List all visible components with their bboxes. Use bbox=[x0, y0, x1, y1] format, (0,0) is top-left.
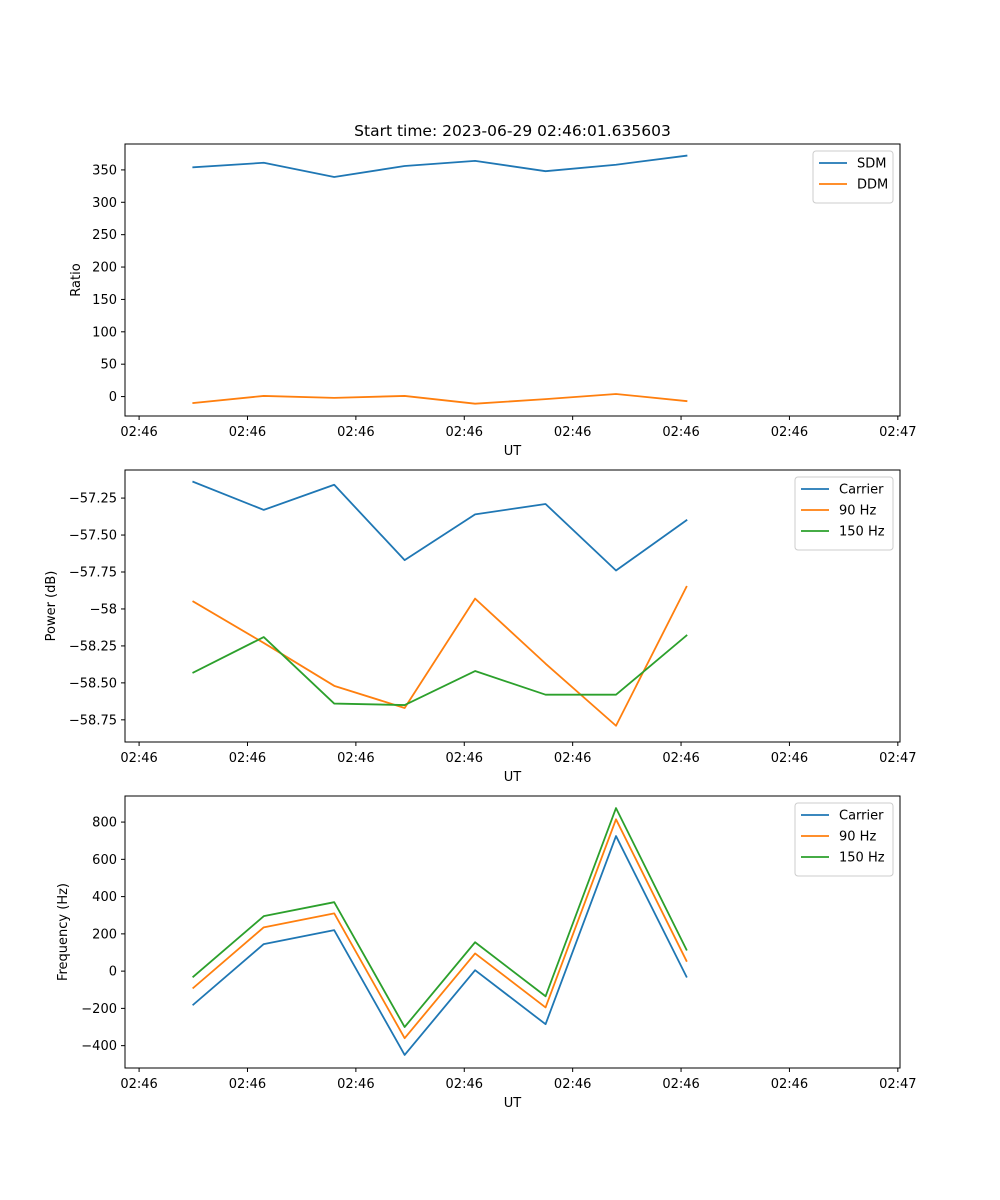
x-tick-label: 02:46 bbox=[662, 1077, 699, 1092]
x-tick-label: 02:46 bbox=[337, 751, 374, 766]
y-tick-label: 200 bbox=[92, 927, 117, 942]
y-tick-label: −58.75 bbox=[69, 713, 117, 728]
series-line-sdm bbox=[192, 154, 688, 178]
x-tick-label: 02:46 bbox=[337, 425, 374, 440]
x-tick-label: 02:46 bbox=[554, 751, 591, 766]
legend: Carrier 90 Hz 150 Hz bbox=[794, 802, 894, 877]
x-tick-label: 02:46 bbox=[662, 425, 699, 440]
x-tick-label: 02:46 bbox=[662, 751, 699, 766]
y-tick-label: 300 bbox=[92, 196, 117, 211]
legend-label: SDM bbox=[857, 157, 886, 172]
x-tick-label: 02:46 bbox=[446, 1077, 483, 1092]
x-tick-label: 02:46 bbox=[446, 751, 483, 766]
y-tick-label: 800 bbox=[92, 816, 117, 831]
x-tick-label: 02:46 bbox=[771, 425, 808, 440]
x-tick-label: 02:47 bbox=[879, 1077, 916, 1092]
x-tick-label: 02:46 bbox=[120, 425, 157, 440]
x-tick-label: 02:46 bbox=[771, 1077, 808, 1092]
figure-title: Start time: 2023-06-29 02:46:01.635603 bbox=[354, 122, 671, 140]
y-tick-label: −58 bbox=[90, 602, 117, 617]
x-tick-label: 02:46 bbox=[554, 425, 591, 440]
y-tick-label: 400 bbox=[92, 890, 117, 905]
y-tick-label: 350 bbox=[92, 163, 117, 178]
x-tick-label: 02:46 bbox=[554, 1077, 591, 1092]
y-tick-label: −400 bbox=[81, 1039, 117, 1054]
x-tick-label: 02:46 bbox=[120, 1077, 157, 1092]
legend: SDM DDM bbox=[812, 150, 894, 204]
y-axis-label: Frequency (Hz) bbox=[56, 883, 71, 981]
series-line-carrier bbox=[192, 480, 688, 572]
x-tick-label: 02:47 bbox=[879, 751, 916, 766]
series-line-150-hz bbox=[192, 634, 688, 706]
subplot-3: 02:46 02:46 02:46 02:46 02:46 02:46 02:46 02:47… bbox=[56, 795, 917, 1111]
y-tick-label: −58.25 bbox=[69, 639, 117, 654]
y-tick-label: −200 bbox=[81, 1002, 117, 1017]
legend-label: Carrier bbox=[839, 483, 884, 498]
subplots: 02:46 02:46 02:46 02:46 02:46 02:46 02:46 02:47… bbox=[44, 143, 917, 1111]
x-tick-label: 02:46 bbox=[229, 1077, 266, 1092]
y-tick-label: 0 bbox=[109, 390, 117, 405]
legend-box bbox=[812, 150, 894, 204]
series-line-ddm bbox=[192, 393, 688, 405]
y-tick-label: 200 bbox=[92, 261, 117, 276]
y-tick-label: 250 bbox=[92, 228, 117, 243]
x-tick-label: 02:46 bbox=[229, 425, 266, 440]
subplot-1: 02:46 02:46 02:46 02:46 02:46 02:46 02:46 02:47… bbox=[69, 143, 917, 459]
y-tick-label: 600 bbox=[92, 853, 117, 868]
axes-frame bbox=[124, 469, 901, 743]
x-axis-label: UT bbox=[504, 1096, 522, 1111]
subplot-2: 02:46 02:46 02:46 02:46 02:46 02:46 02:46 02:47… bbox=[44, 469, 917, 785]
x-axis-label: UT bbox=[504, 770, 522, 785]
x-tick-label: 02:46 bbox=[120, 751, 157, 766]
series-line-90-hz bbox=[192, 818, 688, 1040]
x-tick-label: 02:46 bbox=[771, 751, 808, 766]
y-axis-label: Ratio bbox=[69, 263, 84, 296]
x-tick-label: 02:46 bbox=[446, 425, 483, 440]
y-tick-label: 100 bbox=[92, 325, 117, 340]
x-tick-label: 02:46 bbox=[229, 751, 266, 766]
y-tick-label: −57.75 bbox=[69, 566, 117, 581]
y-tick-label: 150 bbox=[92, 293, 117, 308]
series-line-90-hz bbox=[192, 585, 688, 727]
y-tick-label: −57.50 bbox=[69, 529, 117, 544]
legend-label: Carrier bbox=[839, 809, 884, 824]
legend-label: 150 Hz bbox=[839, 525, 885, 540]
series-line-150-hz bbox=[192, 807, 688, 1028]
legend-label: 90 Hz bbox=[839, 504, 876, 519]
y-tick-label: 0 bbox=[109, 965, 117, 980]
legend-label: 90 Hz bbox=[839, 830, 876, 845]
x-axis-label: UT bbox=[504, 444, 522, 459]
x-tick-label: 02:46 bbox=[337, 1077, 374, 1092]
series-line-carrier bbox=[192, 835, 688, 1056]
x-tick-label: 02:47 bbox=[879, 425, 916, 440]
legend-label: 150 Hz bbox=[839, 851, 885, 866]
y-tick-label: −57.25 bbox=[69, 492, 117, 507]
legend: Carrier 90 Hz 150 Hz bbox=[794, 476, 894, 551]
axes-frame bbox=[124, 143, 901, 417]
y-tick-label: 50 bbox=[100, 358, 117, 373]
legend-label: DDM bbox=[857, 178, 888, 193]
axes-frame bbox=[124, 795, 901, 1069]
y-axis-label: Power (dB) bbox=[44, 571, 59, 642]
y-tick-label: −58.50 bbox=[69, 676, 117, 691]
